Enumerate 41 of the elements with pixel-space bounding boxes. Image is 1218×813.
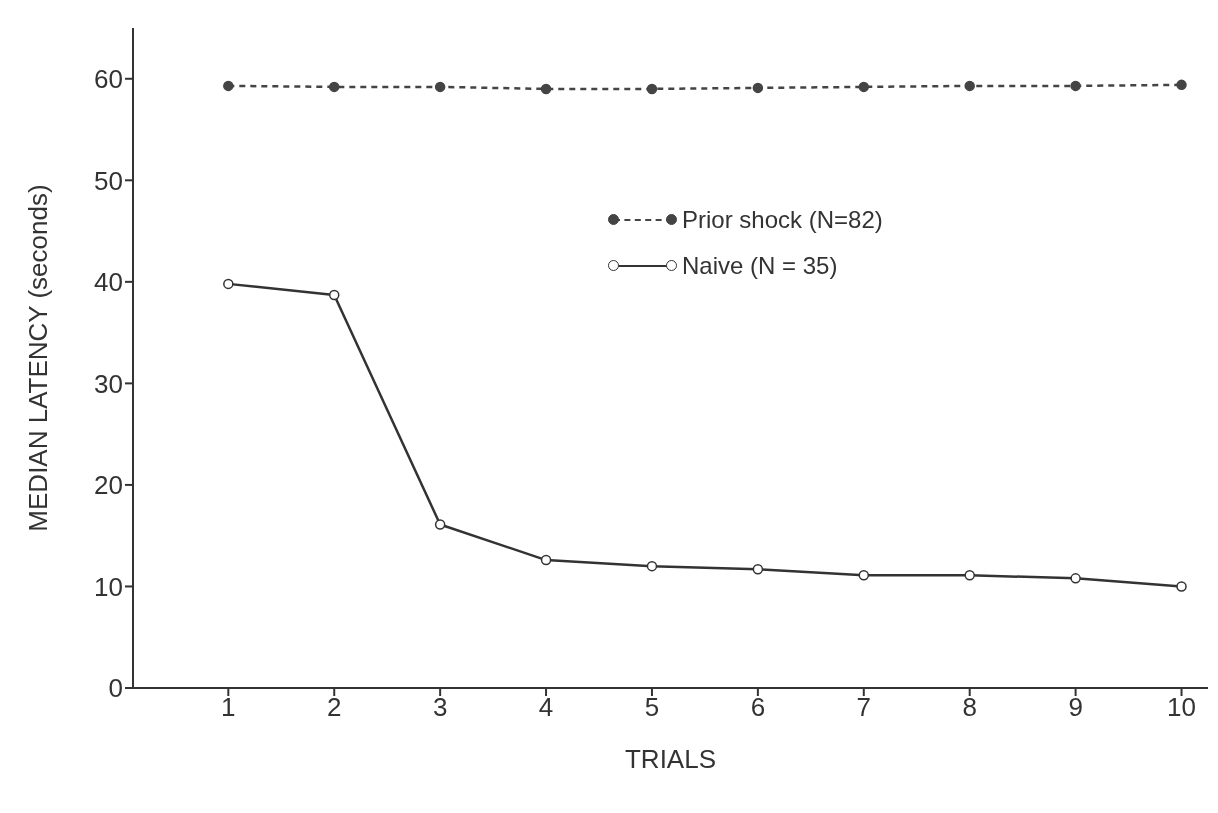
legend-label: Prior shock (N=82) [682,206,883,234]
x-tick-label: 6 [750,692,766,723]
point [646,83,658,95]
x-tick-label: 5 [644,692,660,723]
point [752,563,764,575]
point [858,81,870,93]
y-axis-title: MEDIAN LATENCY (seconds) [23,184,54,532]
y-tick-label: 50 [94,165,123,196]
point [540,83,552,95]
x-tick-label: 7 [856,692,872,723]
point [752,82,764,94]
point [434,81,446,93]
x-axis-title: TRIALS [624,744,717,774]
x-tick-label: 2 [327,692,342,723]
y-tick-label: 30 [94,368,123,399]
y-tick-label: 10 [94,571,123,602]
point [223,278,234,290]
x-tick-label: 8 [962,692,977,723]
point [858,570,870,581]
x-tick-label: 9 [1068,692,1083,723]
x-tick-label: 3 [432,692,448,723]
point [434,519,446,530]
y-tick-label: 40 [94,267,123,298]
point [223,80,234,92]
point [1070,573,1081,584]
x-tick-label: 10 [1167,692,1196,723]
point [1176,581,1187,592]
y-tick-label: 20 [94,470,123,501]
point [646,560,658,572]
point [964,80,975,92]
x-tick-label: 4 [538,692,554,723]
point [540,554,552,566]
point [328,289,340,301]
x-tick-label: 1 [221,692,236,723]
y-tick-label: 0 [108,673,123,704]
point [1176,79,1187,91]
legend-label: Naive (N = 35) [682,252,838,280]
point [328,81,340,93]
y-tick-label: 60 [94,64,123,94]
point [964,570,975,581]
point [1070,80,1081,92]
